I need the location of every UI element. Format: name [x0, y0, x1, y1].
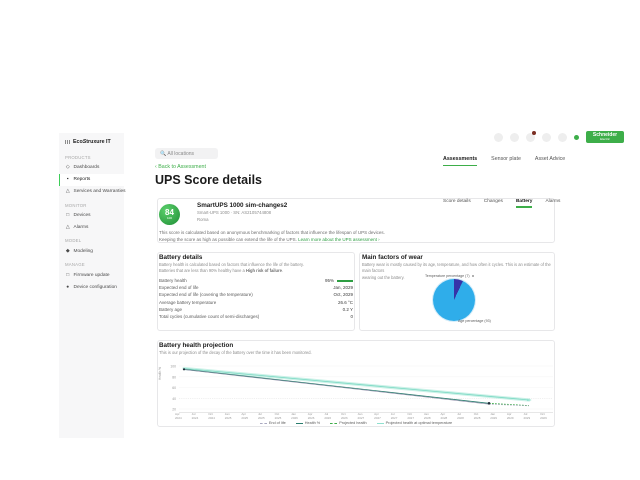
svg-text:20: 20	[172, 408, 176, 412]
svg-text:60: 60	[172, 386, 176, 390]
svg-text:40: 40	[172, 397, 176, 401]
svg-text:80: 80	[172, 375, 176, 379]
svg-text:100: 100	[170, 365, 176, 369]
